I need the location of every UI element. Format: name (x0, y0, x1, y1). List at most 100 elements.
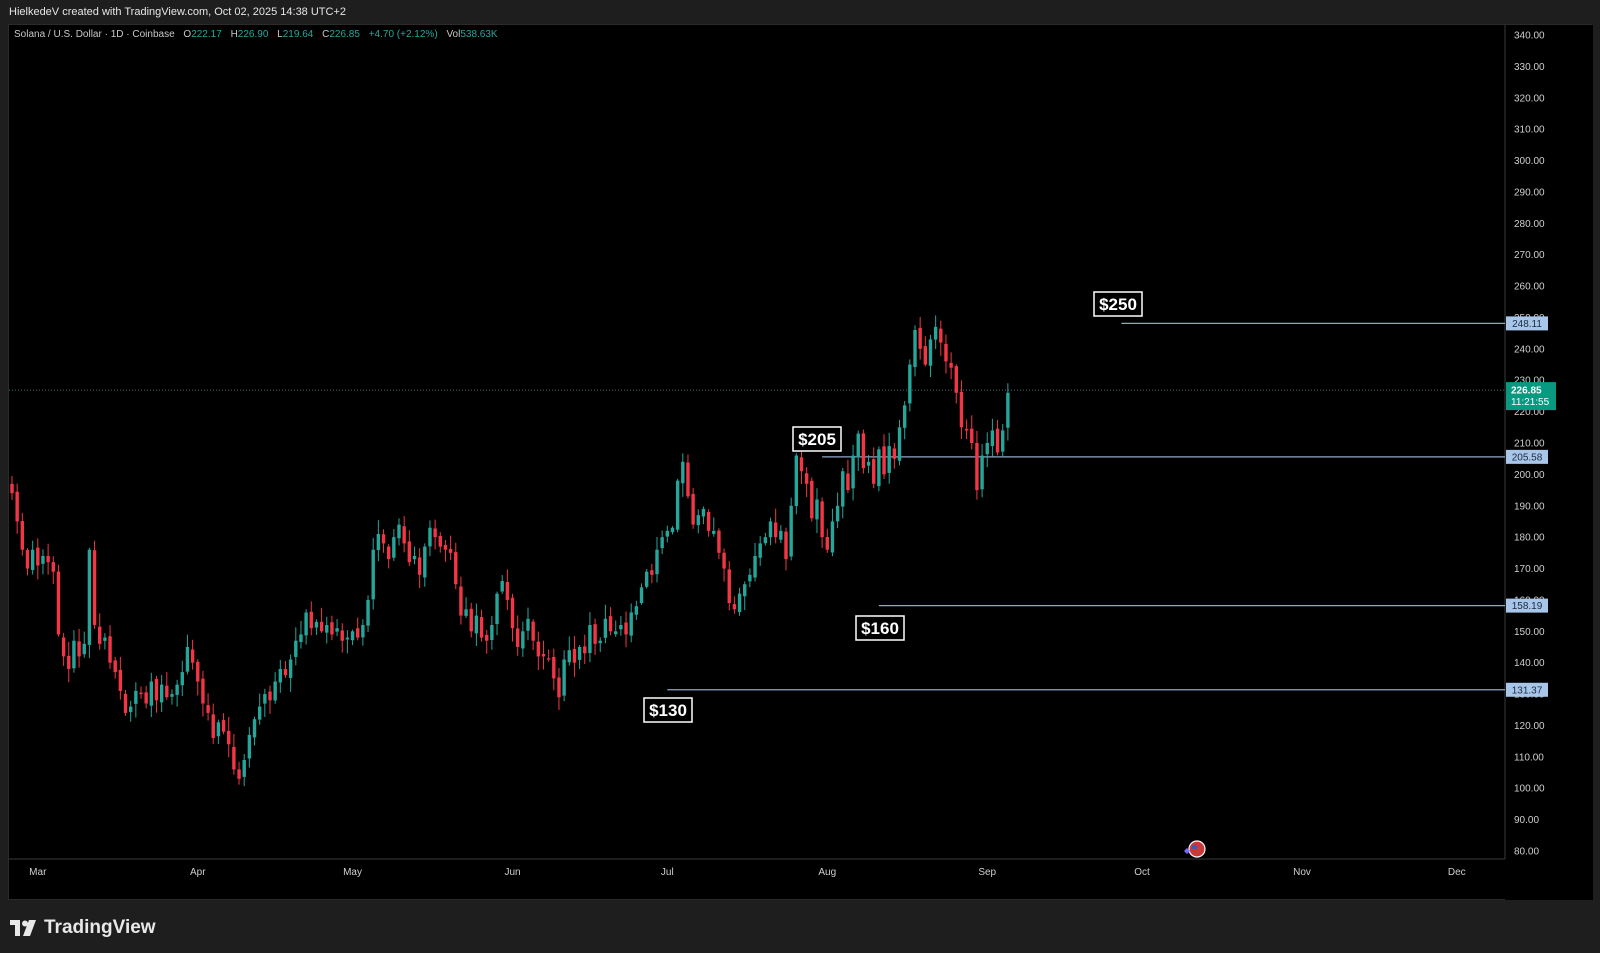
candle-body (629, 612, 633, 636)
candle-body (211, 714, 215, 739)
price-annotation-box[interactable] (643, 697, 693, 723)
candle-body (985, 443, 989, 455)
current-price-tag (1506, 382, 1556, 411)
candle-body (268, 691, 272, 701)
candle-body (386, 546, 391, 560)
y-tick-label: 310.00 (1514, 125, 1545, 136)
volume-label: Vol (446, 29, 461, 40)
candle-body (56, 571, 61, 635)
price-annotation-label: $160 (861, 619, 899, 638)
candle-body (552, 656, 556, 679)
low-label: L (277, 29, 283, 40)
candle-body (763, 537, 768, 544)
price-annotation-label: $130 (649, 701, 687, 720)
candle-body (92, 550, 97, 626)
candle-body (608, 616, 613, 632)
low-value: 219.64 (282, 29, 314, 40)
candle-body (954, 366, 958, 393)
candle-body (283, 669, 288, 676)
candle-body (175, 684, 179, 695)
candle-body (949, 362, 953, 368)
candle-body (77, 641, 81, 657)
close-value: 226.85 (329, 29, 360, 40)
candle-body (614, 631, 618, 635)
candle-body (701, 508, 706, 517)
candle-body (980, 455, 984, 490)
open-value: 222.17 (191, 29, 222, 40)
close-label: C (322, 29, 330, 40)
candle-body (288, 659, 293, 678)
candle-body (737, 593, 742, 613)
candle-body (913, 330, 917, 368)
candle-body (330, 622, 334, 635)
candle-body (397, 524, 401, 539)
candle-body (273, 681, 277, 701)
candle-body (820, 501, 824, 538)
y-tick-label: 180.00 (1514, 533, 1545, 544)
candle-body (423, 546, 427, 578)
candle-body (758, 543, 762, 558)
candle-body (454, 552, 458, 585)
countdown-label: 11:21:55 (1511, 397, 1550, 408)
candle-body (892, 448, 897, 459)
candle-body (252, 719, 257, 738)
candle-body (108, 636, 112, 663)
candle-body (593, 624, 597, 644)
candlestick-chart[interactable]: 340.00 330.00 320.00 310.00 300.00 290.00 280.… (9, 25, 1593, 901)
y-tick-label: 120.00 (1514, 721, 1545, 732)
candle-body (82, 643, 86, 655)
candle-body (706, 511, 711, 531)
candle-body (257, 706, 262, 720)
candle-body (567, 650, 571, 663)
candle-body (113, 660, 117, 673)
candle-body (154, 678, 159, 701)
candle-body (201, 678, 205, 704)
candle-body (159, 684, 164, 703)
candle-body (1006, 392, 1010, 428)
price-annotation-box[interactable] (792, 426, 842, 452)
candle-body (526, 618, 530, 631)
candle-body (691, 493, 695, 525)
level-price-label: 205.58 (1512, 452, 1543, 463)
candle-body (98, 626, 102, 644)
candle-body (180, 672, 184, 686)
price-annotation-box[interactable] (1093, 291, 1143, 317)
level-price-tag (1506, 598, 1548, 613)
candle-body (340, 630, 344, 641)
level-price-label: 158.19 (1512, 601, 1543, 612)
y-tick-label: 170.00 (1514, 564, 1545, 575)
tradingview-brand[interactable]: TradingView (10, 916, 156, 940)
us-flag-canton (1192, 845, 1197, 849)
chart-panel[interactable]: 340.00 330.00 320.00 310.00 300.00 290.00 280.… (8, 24, 1593, 901)
candle-body (944, 343, 948, 362)
candle-body (139, 692, 143, 695)
candle-body (263, 694, 267, 704)
candle-body (500, 581, 504, 592)
candle-body (846, 473, 850, 491)
level-price-label: 131.37 (1512, 685, 1543, 696)
candle-body (773, 522, 778, 538)
y-tick-label: 280.00 (1514, 219, 1545, 230)
candle-body (675, 480, 680, 530)
level-price-tag (1506, 682, 1548, 697)
candle-body (644, 571, 649, 587)
y-tick-label: 330.00 (1514, 62, 1545, 73)
candle-body (856, 433, 860, 458)
candle-body (149, 681, 154, 706)
candle-body (299, 634, 303, 643)
candle-body (144, 692, 148, 704)
candle-body (247, 734, 252, 759)
ohlc-legend: Solana / U.S. Dollar · 1D · Coinbase O22… (14, 29, 504, 40)
x-tick-label: Oct (1134, 867, 1150, 878)
candle-body (670, 527, 675, 533)
volume-value: 538.63K (460, 29, 498, 40)
candle-body (448, 548, 453, 553)
candle-body (41, 555, 45, 564)
candle-body (237, 769, 241, 779)
price-annotation-box[interactable] (855, 615, 905, 641)
candle-body (67, 655, 71, 669)
x-tick-label: Jul (661, 867, 674, 878)
y-tick-label: 190.00 (1514, 501, 1545, 512)
candle-body (474, 615, 479, 634)
candle-body (30, 549, 35, 570)
